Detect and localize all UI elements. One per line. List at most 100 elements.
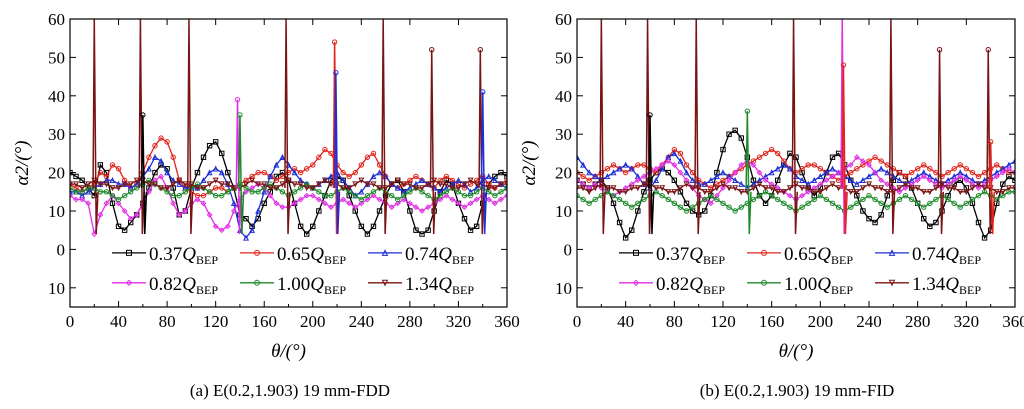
data-point [805,200,811,207]
data-point [316,154,322,160]
data-point [726,204,732,210]
data-point [406,181,413,188]
legend-label: 0.37QBEP [656,244,725,267]
data-point [79,177,85,183]
data-point [817,181,824,188]
data-point [170,181,177,188]
data-point [981,235,988,241]
data-point [243,188,249,195]
data-point [145,181,152,188]
data-point [225,189,231,195]
data-point [103,200,110,207]
data-point [97,211,104,218]
data-point [787,192,793,199]
data-point [200,200,207,207]
data-point [212,177,219,184]
spike [429,49,437,235]
data-point [376,208,383,214]
data-point [738,189,745,196]
data-point [805,188,812,195]
data-point [315,181,322,188]
data-point [902,181,909,188]
data-point [975,192,982,199]
data-point [859,185,866,192]
data-point [346,173,352,180]
data-point [406,184,413,191]
data-point [726,185,733,192]
data-point [768,185,775,192]
data-point [267,185,274,192]
data-point [829,165,836,172]
data-point [969,169,976,176]
x-tick-label: 0 [573,312,582,331]
legend-label: 0.82QBEP [149,274,218,297]
legend-marker [126,249,132,256]
data-point [164,169,171,176]
data-point [677,150,684,157]
data-point [993,173,1000,180]
data-point [230,200,237,207]
data-point [926,177,933,184]
data-point [352,192,358,199]
data-point [297,181,304,188]
data-point [872,154,878,160]
data-point [580,181,586,188]
data-point [503,181,507,188]
data-point [255,181,262,188]
data-point [212,185,219,191]
data-point [641,173,647,180]
data-point [473,181,480,188]
data-point [732,185,739,192]
data-point [921,204,927,210]
data-point [817,189,824,196]
data-point [714,192,720,199]
data-point [206,211,213,218]
data-point [273,161,280,168]
data-point [677,204,684,210]
data-point [963,200,970,207]
x-tick-label: 40 [617,312,634,331]
legend-item: 0.82QBEP [112,274,218,297]
data-point [683,169,690,176]
data-point [951,200,957,207]
data-point [437,196,444,203]
x-tick-label: 360 [494,312,520,331]
data-point [957,173,964,180]
data-point [957,189,964,196]
data-point [963,185,970,191]
data-point [635,162,641,168]
data-point [218,181,225,188]
y-tick-label: 20 [555,164,572,183]
data-point [768,146,775,153]
data-point [957,204,963,210]
data-point [732,208,738,214]
data-point [358,162,365,168]
data-point [328,204,334,211]
data-point [659,185,666,192]
data-point [829,154,836,160]
data-point [376,169,383,176]
data-point [158,157,165,164]
spike [333,72,341,235]
data-point [431,196,437,203]
data-point [586,177,592,183]
data-point [787,204,793,210]
data-point [194,181,201,187]
data-point [622,235,629,241]
data-point [170,200,177,207]
data-point [237,181,243,187]
data-point [70,181,74,188]
data-point [413,173,419,180]
data-point [708,185,714,191]
data-point [437,177,443,183]
data-point [720,200,726,207]
data-point [279,204,286,211]
data-point [665,196,671,203]
data-point [908,185,915,192]
legend-marker [632,279,640,287]
data-point [346,192,352,199]
data-point [473,196,480,203]
data-point [158,173,164,180]
data-point [616,189,623,196]
data-point [309,185,316,192]
